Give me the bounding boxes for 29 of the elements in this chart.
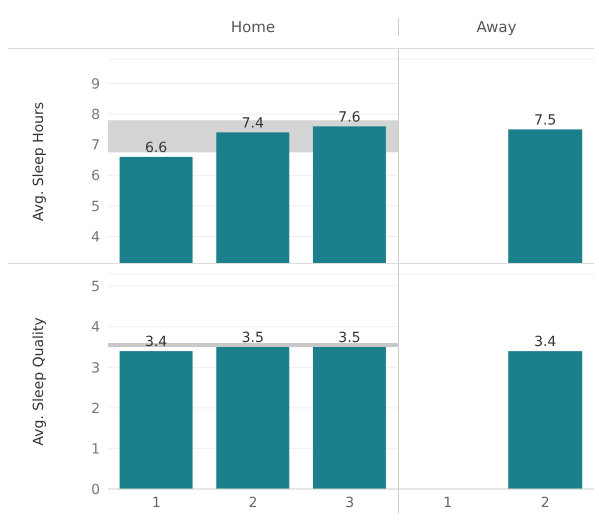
data-label: 7.6	[338, 109, 361, 126]
y-tick-label: 1	[91, 441, 100, 458]
data-label: 7.4	[242, 115, 264, 132]
y-tick-label: 7	[91, 138, 100, 154]
y-tick-label: 5	[91, 279, 100, 296]
y-tick-label: 0	[91, 482, 100, 498]
x-tick-label: 2	[248, 494, 258, 511]
chart-title: Home	[230, 18, 276, 36]
y-tick-label: 2	[91, 400, 100, 417]
y-axis-title: Avg. Sleep Quality	[30, 317, 47, 446]
y-tick-label: 8	[91, 107, 100, 124]
data-label: 7.5	[534, 112, 556, 128]
y-tick-label: 5	[91, 198, 100, 215]
x-tick-label: 2	[540, 494, 550, 511]
y-tick-label: 6	[91, 168, 100, 184]
data-label: 3.5	[338, 330, 361, 346]
data-label: 3.4	[534, 334, 556, 350]
chart-title: Away	[398, 18, 594, 36]
x-tick-label: 1	[152, 494, 161, 511]
y-tick-label: 4	[91, 229, 100, 246]
x-tick-label: 1	[443, 494, 452, 511]
data-label: 6.6	[144, 140, 168, 156]
y-tick-label: 3	[91, 360, 100, 376]
x-tick-label: 3	[345, 494, 354, 511]
data-label: 3.5	[242, 330, 264, 346]
y-axis-title: Avg. Sleep Hours	[30, 102, 47, 222]
y-tick-label: 4	[91, 320, 100, 336]
data-label: 3.4	[144, 334, 168, 350]
y-tick-label: 9	[91, 76, 100, 92]
